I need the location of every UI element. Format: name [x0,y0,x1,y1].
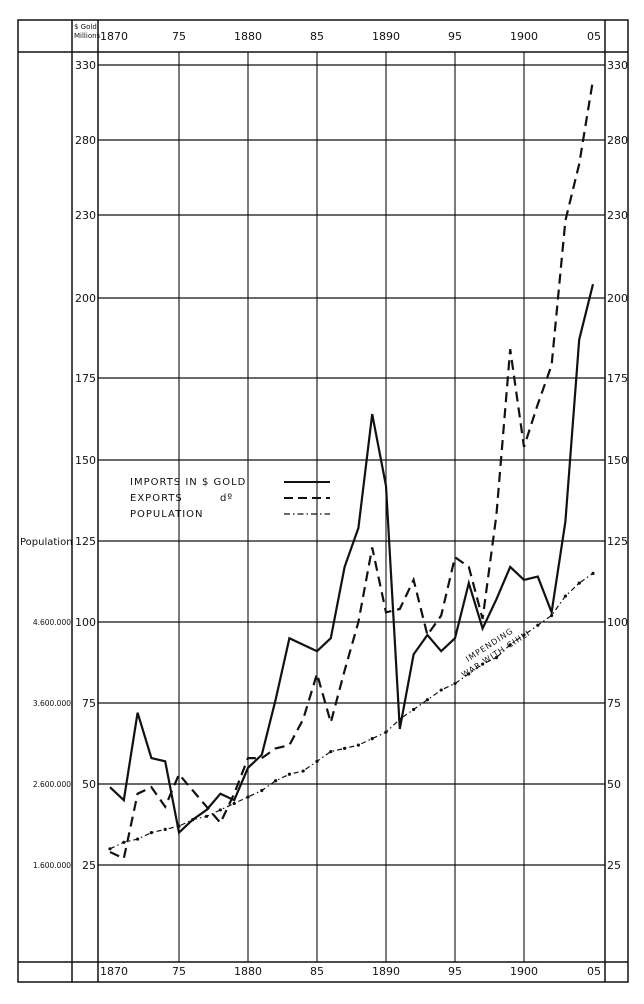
x-tick-top-1880: 1880 [234,30,262,43]
population-point [591,571,595,576]
population-point [108,847,112,851]
population-point [508,643,512,647]
population-point [356,743,360,747]
y-tick-left-330: 330 [75,59,96,72]
population-point [315,759,319,763]
x-tick-top-1905: 05 [587,30,601,43]
legend-exports-ditto: dº [220,493,233,504]
y-tick-right-100: 100 [607,616,628,629]
population-tick-100: 4.600.000 [33,618,71,627]
x-tick-bottom-1885: 85 [310,965,324,978]
y-tick-left-200: 200 [75,292,96,305]
y-tick-labels: 25 25 50 50 75 75 100 100 125 125 150 150 175 175 200 2… [33,59,628,872]
y-tick-left-280: 280 [75,134,96,147]
legend-population-label: POPULATION [130,509,204,520]
y-tick-left-100: 100 [75,616,96,629]
y-tick-right-200: 200 [607,292,628,305]
population-point [218,808,222,812]
population-axis-label: Population [20,537,73,548]
y-tick-left-50: 50 [82,778,96,791]
population-point [439,688,443,692]
population-point [232,801,236,806]
y-tick-left-230: 230 [75,209,96,222]
y-tick-left-125: 125 [75,535,96,548]
x-tick-bottom-1870: 1870 [100,965,128,978]
population-point [481,662,485,666]
y-tick-right-230: 230 [607,209,628,222]
legend-exports-label: EXPORTS [130,493,183,504]
series-line-population [109,572,594,850]
x-tick-top-1870: 1870 [100,30,128,43]
population-point [563,594,568,598]
y-tick-left-25: 25 [82,859,96,872]
population-point [453,681,457,686]
y-tick-right-50: 50 [607,778,621,791]
y-unit-label-line2: Millions [74,32,101,40]
population-point [287,772,291,776]
annotation-war-with-chili: IMPENDING WAR WITH CHILI [460,626,532,679]
x-tick-bottom-1895: 95 [448,965,462,978]
population-point [343,746,347,750]
y-tick-right-25: 25 [607,859,621,872]
x-tick-bottom-1875: 75 [172,965,186,978]
legend-imports-label: IMPORTS IN $ GOLD [130,477,246,488]
x-tick-top-1885: 85 [310,30,324,43]
population-point [398,717,402,721]
y-tick-left-175: 175 [75,372,96,385]
y-tick-left-75: 75 [82,697,96,710]
population-point [329,750,333,754]
population-point [370,737,374,741]
population-point [122,840,126,844]
y-tick-right-75: 75 [607,697,621,710]
x-tick-bottom-1880: 1880 [234,965,262,978]
x-tick-top-1890: 1890 [372,30,400,43]
population-tick-25: 1.600.000 [33,861,71,870]
population-point [260,788,264,793]
x-tick-bottom-1905: 05 [587,965,601,978]
population-point [149,831,153,835]
population-point [191,818,195,822]
y-tick-right-330: 330 [607,59,628,72]
population-point [522,633,526,637]
population-point [136,837,140,841]
x-tick-top-1875: 75 [172,30,186,43]
population-tick-50: 2.600.000 [33,780,71,789]
population-point [536,623,540,627]
series-line-imports [109,283,595,835]
population-point [384,730,388,734]
y-tick-right-125: 125 [607,535,628,548]
population-point [274,779,278,783]
series-line-exports [109,79,595,861]
y-tick-right-150: 150 [607,454,628,467]
population-point [550,613,554,618]
y-tick-left-150: 150 [75,454,96,467]
grid-lines [98,52,605,962]
population-point [467,672,471,676]
population-tick-75: 3.600.000 [33,699,71,708]
legend: IMPORTS IN $ GOLD EXPORTS dº POPULATION [130,477,330,520]
x-tick-bottom-1900: 1900 [510,965,538,978]
y-unit-label-line1: $ Gold [74,23,97,31]
x-tick-bottom-1890: 1890 [372,965,400,978]
population-point [246,795,250,799]
population-point [412,707,416,712]
population-point [494,656,498,660]
x-tick-labels: 1870 1870 75 75 1880 1880 85 85 1890 1890 95 95 1900… [100,30,601,978]
population-point [577,581,581,585]
population-point [301,769,305,773]
y-tick-right-175: 175 [607,372,628,385]
y-tick-right-280: 280 [607,134,628,147]
x-tick-top-1900: 1900 [510,30,538,43]
chart-frame [17,19,629,983]
population-point [425,698,429,702]
population-point [205,814,209,819]
series-lines [108,79,595,861]
population-point [163,827,167,831]
population-point [177,824,181,828]
x-tick-top-1895: 95 [448,30,462,43]
